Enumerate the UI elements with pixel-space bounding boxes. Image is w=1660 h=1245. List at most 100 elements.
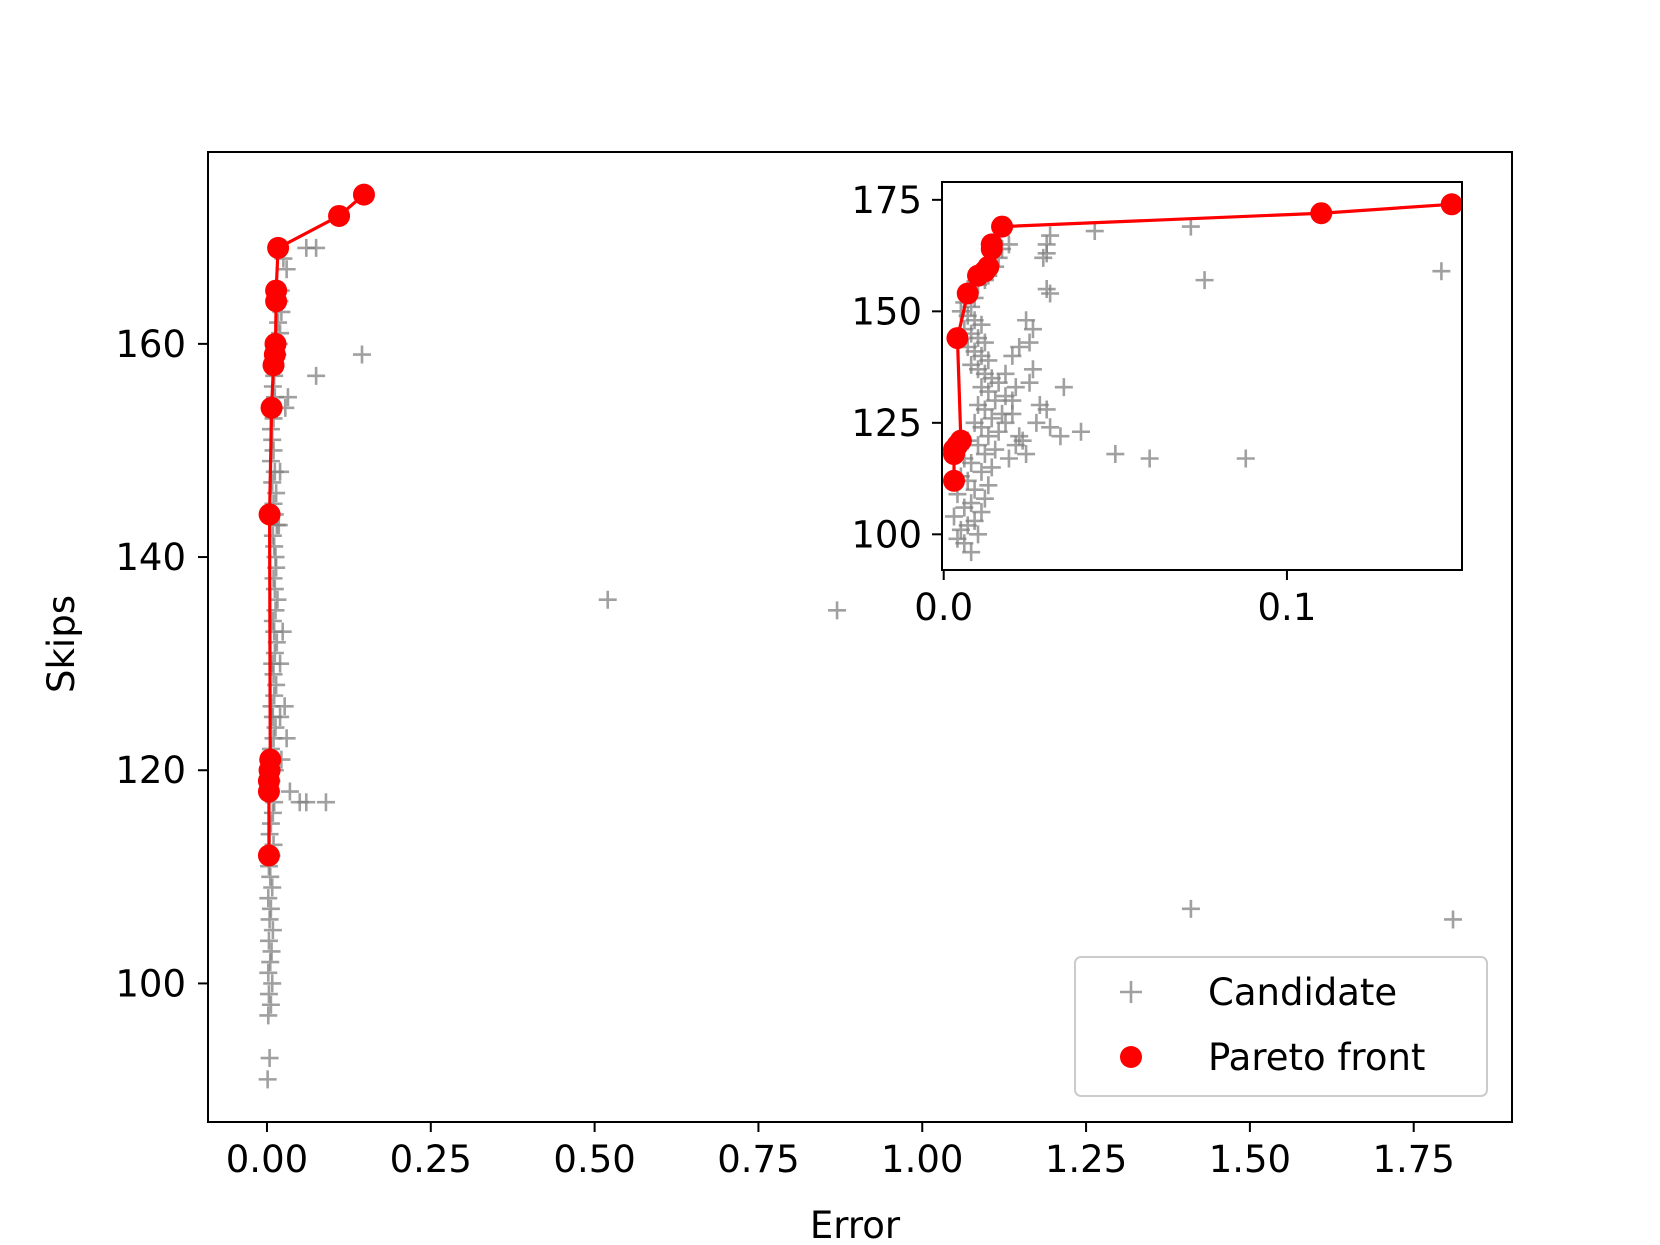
legend-candidate-icon (1120, 981, 1142, 1003)
candidate-marker (263, 921, 282, 940)
candidate-marker (280, 782, 299, 801)
inset-pareto-front-marker (977, 255, 1000, 278)
pareto-front-marker (260, 396, 283, 419)
main-plot-area: 0.00 0.25 0.50 0.75 1.00 1.25 1.50 1.75 100 120 14… (40, 151, 1513, 1245)
inset-y-tick-label: 125 (851, 402, 922, 445)
candidate-marker (261, 814, 280, 833)
pareto-front-marker (352, 183, 375, 206)
inset-candidate-marker (1037, 244, 1056, 263)
candidate-marker (277, 260, 296, 279)
candidate-marker (297, 793, 316, 812)
candidate-marker (260, 1049, 279, 1068)
inset-candidate-marker (1027, 413, 1046, 432)
inset-pareto-front-marker (956, 282, 979, 305)
inset-candidate-marker (1010, 427, 1029, 446)
candidate-marker (352, 345, 371, 364)
legend-box (1074, 956, 1488, 1097)
legend-pareto-icon (1120, 1046, 1142, 1068)
inset-candidate-marker (979, 476, 998, 495)
inset-x-tick-label: 0.1 (1258, 586, 1317, 629)
inset-candidate-marker (996, 364, 1015, 383)
inset-candidate-marker (1181, 217, 1200, 236)
inset-y-tick-label: 150 (851, 290, 922, 333)
inset-candidate-marker (1072, 422, 1091, 441)
candidate-marker (259, 889, 278, 908)
candidate-marker (271, 462, 290, 481)
candidate-marker (307, 366, 326, 385)
inset-x-tick-label: 0.0 (914, 586, 973, 629)
inset-candidate-marker (1013, 431, 1032, 450)
inset-candidate-marker (1010, 338, 1029, 357)
candidate-marker (263, 473, 282, 492)
inset-axes-frame (941, 181, 1463, 571)
candidate-marker (263, 526, 282, 545)
candidate-marker (259, 931, 278, 950)
pareto-front-marker (265, 279, 288, 302)
inset-candidate-marker (1054, 378, 1073, 397)
inset-candidate-marker (1023, 360, 1042, 379)
pareto-front-marker (258, 503, 281, 526)
candidate-marker (261, 995, 280, 1014)
inset-candidate-marker (1006, 378, 1025, 397)
candidate-marker (263, 878, 282, 897)
pareto-front-marker (264, 332, 287, 355)
x-tick-label: 0.25 (390, 1138, 472, 1181)
candidate-marker (262, 942, 281, 961)
x-tick-label: 0.00 (226, 1138, 308, 1181)
inset-candidate-marker (1037, 400, 1056, 419)
candidate-marker (271, 707, 290, 726)
inset-candidate-marker (945, 507, 964, 526)
candidate-marker (260, 910, 279, 929)
inset-candidate-marker (1236, 449, 1255, 468)
inset-candidate-marker (975, 489, 994, 508)
inset-candidate-marker (1106, 445, 1125, 464)
inset-plot-area: 0.0 0.1 100 125 150 175 (851, 179, 1463, 629)
candidate-marker (1444, 910, 1463, 929)
x-axis-title: Error (810, 1204, 901, 1245)
x-tick-label: 0.50 (553, 1138, 635, 1181)
pareto-front-marker (259, 748, 282, 771)
inset-y-tick-label: 175 (851, 179, 922, 222)
main-axes-frame (207, 151, 1513, 1123)
inset-candidate-marker (999, 449, 1018, 468)
candidate-marker (277, 729, 296, 748)
inset-y-tick-label: 100 (851, 513, 922, 556)
inset-candidate-marker (1003, 391, 1022, 410)
inset-candidate-marker (972, 462, 991, 481)
pareto-front-marker (257, 844, 280, 867)
inset-pareto-front-marker (980, 233, 1003, 256)
pareto-front-marker (328, 204, 351, 227)
inset-candidate-marker (969, 395, 988, 414)
inset-candidate-marker (1041, 418, 1060, 437)
candidate-marker (273, 622, 292, 641)
candidate-marker (268, 590, 287, 609)
candidate-marker (275, 697, 294, 716)
inset-candidate-marker (1432, 262, 1451, 281)
inset-pareto-front-marker (1440, 193, 1463, 216)
candidate-marker (316, 793, 335, 812)
pareto-front-marker (267, 236, 290, 259)
inset-candidate-marker (1020, 333, 1039, 352)
candidate-marker (307, 238, 326, 257)
candidate-marker (1181, 899, 1200, 918)
inset-candidate-marker (965, 413, 984, 432)
candidate-marker (263, 612, 282, 631)
inset-candidate-marker (972, 378, 991, 397)
candidate-marker (263, 803, 282, 822)
inset-candidate-marker (1017, 445, 1036, 464)
inset-candidate-marker (948, 529, 967, 548)
candidate-marker (259, 963, 278, 982)
candidate-marker (261, 953, 280, 972)
x-tick-label: 0.75 (717, 1138, 799, 1181)
legend-pareto-label: Pareto front (1208, 1036, 1425, 1079)
inset-pareto-front-marker (1310, 202, 1333, 225)
inset-pareto-front-marker (949, 429, 972, 452)
inset-candidate-marker (982, 458, 1001, 477)
legend-candidate-label: Candidate (1208, 971, 1397, 1014)
inset-candidate-marker (1140, 449, 1159, 468)
candidate-marker (278, 388, 297, 407)
legend: Candidate Pareto front (1074, 956, 1488, 1097)
inset-candidate-marker (969, 436, 988, 455)
y-tick-label: 160 (115, 323, 186, 366)
x-tick-label: 1.25 (1045, 1138, 1127, 1181)
